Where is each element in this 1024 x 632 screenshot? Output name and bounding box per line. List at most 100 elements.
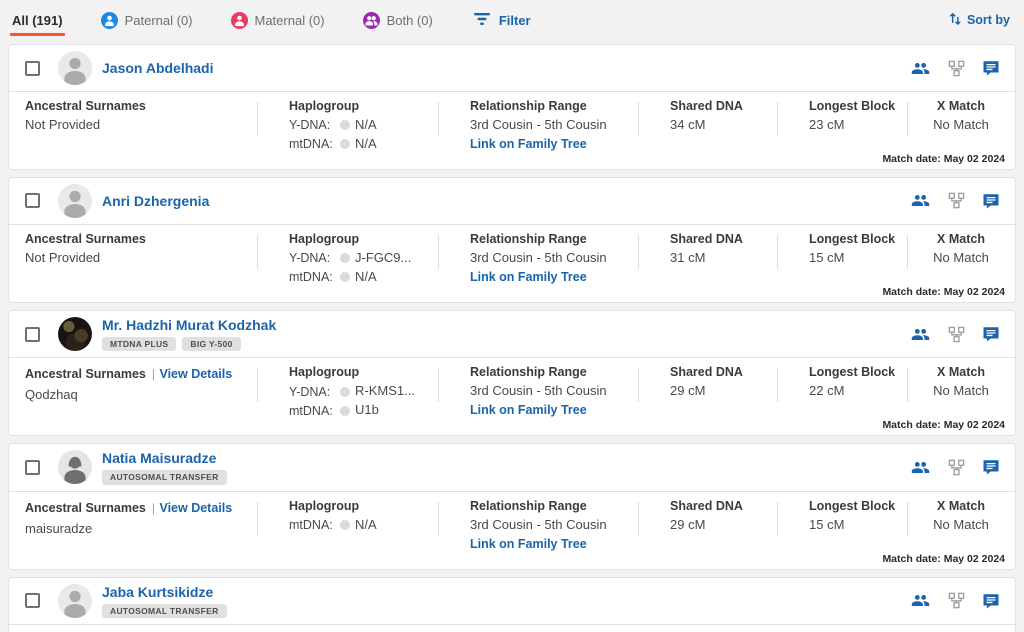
longest-block-column: Longest Block 15 cM xyxy=(777,232,907,286)
mtdna-value: N/A xyxy=(355,516,377,532)
select-match-checkbox[interactable] xyxy=(25,593,40,609)
tab-maternal-label: Maternal (0) xyxy=(254,12,325,28)
link-on-family-tree[interactable]: Link on Family Tree xyxy=(470,136,587,151)
shared-dna-column: Shared DNA 29 cM xyxy=(638,499,777,553)
link-on-family-tree[interactable]: Link on Family Tree xyxy=(470,403,587,418)
ydna-label: Y-DNA: xyxy=(289,118,331,133)
relationship-range-column: Relationship Range 3rd Cousin - 5th Cous… xyxy=(438,232,638,286)
link-on-family-tree[interactable]: Link on Family Tree xyxy=(470,269,587,284)
notes-icon[interactable] xyxy=(981,592,1001,610)
mtdna-row: mtDNA: N/A xyxy=(289,269,438,286)
avatar[interactable] xyxy=(58,583,92,618)
match-card: Mr. Hadzhi Murat Kodzhak MTDNA PLUS BIG Y… xyxy=(8,309,1016,437)
shared-dna-label: Shared DNA xyxy=(670,498,743,513)
family-tree-icon[interactable] xyxy=(947,191,966,210)
match-toolbar: All (191) Paternal (0) Maternal (0) Both… xyxy=(0,0,1024,40)
family-tree-icon[interactable] xyxy=(947,325,966,344)
haplogroup-label: Haplogroup xyxy=(289,498,360,513)
tab-all-label: All (191) xyxy=(12,12,63,28)
haplogroup-column: Haplogroup mtDNA: N/A xyxy=(257,499,438,553)
ancestral-surnames-value: Qodzhaq xyxy=(25,387,78,403)
match-date: Match date: May 02 2024 xyxy=(882,285,1005,298)
ancestral-surnames-column: Ancestral Surnames Not Provided xyxy=(9,232,257,286)
x-match-column: X Match No Match xyxy=(907,232,1015,286)
ancestral-surnames-label: Ancestral Surnames xyxy=(25,367,146,382)
longest-block-value: 23 cM xyxy=(809,117,845,132)
tab-paternal[interactable]: Paternal (0) xyxy=(99,0,195,40)
pipe-separator: | xyxy=(151,500,156,515)
ydna-value: N/A xyxy=(355,117,377,132)
avatar[interactable] xyxy=(58,183,92,218)
mtdna-label: mtDNA: xyxy=(289,137,333,152)
match-card-header: Jaba Kurtsikidze AUTOSOMAL TRANSFER xyxy=(9,578,1015,625)
select-match-checkbox[interactable] xyxy=(25,459,40,475)
profile-badge: AUTOSOMAL TRANSFER xyxy=(102,470,227,485)
match-name-link[interactable]: Jason Abdelhadi xyxy=(102,60,214,76)
common-matches-people-icon[interactable] xyxy=(909,458,932,477)
tab-all[interactable]: All (191) xyxy=(10,0,65,40)
paternal-person-icon xyxy=(100,11,118,29)
match-name-link[interactable]: Mr. Hadzhi Murat Kodzhak xyxy=(102,316,277,333)
longest-block-value: 15 cM xyxy=(809,249,845,265)
view-details-wrap: | View Details xyxy=(152,499,232,517)
common-matches-people-icon[interactable] xyxy=(909,325,932,344)
tab-both-label: Both (0) xyxy=(386,12,433,28)
family-tree-icon[interactable] xyxy=(947,458,966,477)
shared-dna-column: Shared DNA 34 cM xyxy=(638,99,777,153)
select-match-checkbox[interactable] xyxy=(25,326,40,342)
relationship-range-label: Relationship Range xyxy=(470,99,587,113)
family-tree-icon[interactable] xyxy=(947,591,966,610)
tab-maternal[interactable]: Maternal (0) xyxy=(229,0,327,40)
link-on-family-tree[interactable]: Link on Family Tree xyxy=(470,536,587,551)
x-match-label: X Match xyxy=(937,365,985,380)
shared-dna-value: 34 cM xyxy=(670,117,706,132)
ancestral-surnames-label: Ancestral Surnames xyxy=(25,231,146,246)
avatar[interactable] xyxy=(58,51,92,85)
common-matches-people-icon[interactable] xyxy=(909,191,932,210)
x-match-label: X Match xyxy=(937,231,985,246)
view-details-link[interactable]: View Details xyxy=(159,500,233,515)
relationship-range-label: Relationship Range xyxy=(470,231,587,246)
longest-block-label: Longest Block xyxy=(809,99,896,113)
longest-block-value: 22 cM xyxy=(809,383,845,399)
match-name-link[interactable]: Anri Dzhergenia xyxy=(102,192,210,209)
match-card-header: Anri Dzhergenia xyxy=(9,178,1015,224)
mtdna-value: U1b xyxy=(355,402,379,418)
x-match-column: X Match No Match xyxy=(907,99,1015,153)
match-card-details: Ancestral Surnames Not Provided Haplogro… xyxy=(9,223,1015,302)
mtdna-label: mtDNA: xyxy=(289,518,333,533)
profile-badge: AUTOSOMAL TRANSFER xyxy=(102,603,227,619)
notes-icon[interactable] xyxy=(981,458,1001,476)
family-tree-icon[interactable] xyxy=(947,59,966,78)
match-name-link[interactable]: Jaba Kurtsikidze xyxy=(102,583,214,600)
relationship-range-label: Relationship Range xyxy=(470,498,587,513)
match-card: Anri Dzhergenia Ancestral Surnames xyxy=(8,176,1016,303)
common-matches-people-icon[interactable] xyxy=(909,59,932,78)
mtdna-label: mtDNA: xyxy=(289,403,333,418)
relationship-range-value: 3rd Cousin - 5th Cousin xyxy=(470,117,607,132)
notes-icon[interactable] xyxy=(981,325,1001,343)
select-match-checkbox[interactable] xyxy=(25,60,40,76)
maternal-person-icon xyxy=(230,11,248,29)
match-identity: Jaba Kurtsikidze AUTOSOMAL TRANSFER xyxy=(102,584,227,619)
ancestral-surnames-value: maisuradze xyxy=(25,520,93,536)
match-name-link[interactable]: Natia Maisuradze xyxy=(102,450,217,467)
tab-both[interactable]: Both (0) xyxy=(361,0,435,40)
gray-dot-badge-icon xyxy=(340,272,350,283)
avatar[interactable] xyxy=(58,317,92,352)
mtdna-row: mtDNA: N/A xyxy=(289,517,438,534)
notes-icon[interactable] xyxy=(981,192,1001,210)
notes-icon[interactable] xyxy=(981,59,1001,77)
longest-block-column: Longest Block 15 cM xyxy=(777,499,907,553)
match-card-details: Ancestral Surnames Not Provided Haplogro… xyxy=(9,624,1015,632)
sort-by-button[interactable]: Sort by xyxy=(948,11,1010,29)
avatar[interactable] xyxy=(58,450,92,485)
filter-lines-icon xyxy=(473,12,491,29)
select-match-checkbox[interactable] xyxy=(25,193,40,209)
badge-row: AUTOSOMAL TRANSFER xyxy=(102,603,227,619)
common-matches-people-icon[interactable] xyxy=(909,591,932,610)
view-details-link[interactable]: View Details xyxy=(159,367,233,382)
filter-button[interactable]: Filter xyxy=(473,12,531,29)
view-details-wrap: | View Details xyxy=(152,365,232,383)
longest-block-value: 15 cM xyxy=(809,516,845,532)
